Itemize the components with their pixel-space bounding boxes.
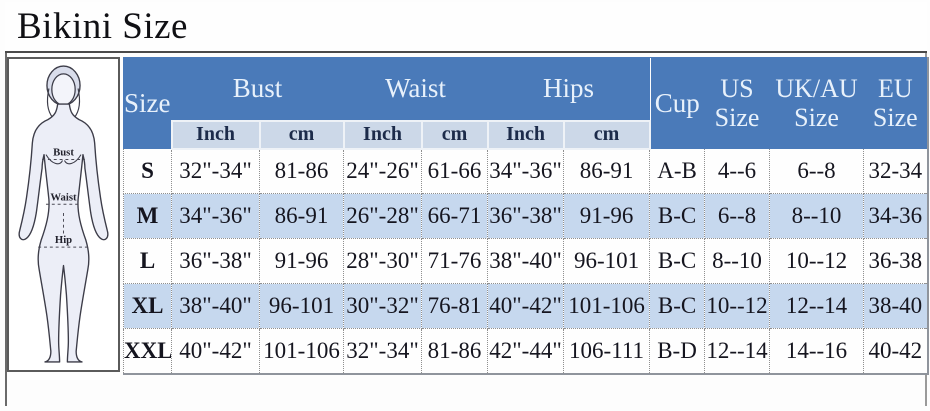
cell-eu-size: 32-34 [863, 148, 929, 194]
cell-us-size: 4--6 [704, 148, 771, 194]
table-unit-header-row: Inch cm Inch cm Inch cm [124, 119, 928, 150]
cell-bust-cm: 91-96 [259, 238, 344, 284]
page-title: Bikini Size [17, 6, 188, 47]
unit-header-hips-cm: cm [562, 119, 651, 150]
cell-us-size: 12--14 [704, 328, 771, 374]
cell-bust-inch: 38"-40" [171, 283, 260, 329]
table-row-l: L 36"-38" 91-96 28"-30" 71-76 38"-40" 96… [123, 238, 929, 284]
figure-hair-strand-left [46, 88, 54, 119]
cell-bust-cm: 101-106 [259, 328, 344, 374]
size-label: L [123, 238, 172, 284]
cell-cup: B-C [649, 193, 706, 239]
cell-cup: B-C [649, 283, 706, 329]
waist-label: Waist [50, 191, 77, 203]
cell-hips-cm: 96-101 [563, 238, 651, 284]
unit-header-bust-inch: Inch [170, 119, 261, 150]
cell-waist-cm: 66-71 [420, 193, 489, 239]
column-header-us-size: US Size [704, 57, 771, 149]
cell-hips-inch: 38"-40" [487, 238, 565, 284]
cell-us-size: 8--10 [704, 238, 771, 284]
cell-bust-cm: 81-86 [259, 148, 344, 194]
cell-hips-cm: 101-106 [563, 283, 651, 329]
cell-us-size: 10--12 [704, 283, 771, 329]
cell-waist-cm: 76-81 [420, 283, 489, 329]
cell-bust-cm: 96-101 [259, 283, 344, 329]
measurement-figure-box: Bust Waist Hip [7, 57, 120, 372]
figure-bust-curve-left [45, 154, 64, 165]
cell-hips-inch: 34"-36" [487, 148, 565, 194]
cell-waist-cm: 81-86 [420, 328, 489, 374]
cell-hips-cm: 86-91 [563, 148, 651, 194]
cell-eu-size: 34-36 [863, 193, 929, 239]
cell-cup: A-B [649, 148, 706, 194]
cell-bust-cm: 86-91 [259, 193, 344, 239]
cell-waist-inch: 26"-28" [343, 193, 422, 239]
column-header-waist: Waist [342, 57, 489, 121]
cell-waist-inch: 24"-26" [343, 148, 422, 194]
size-label: M [123, 193, 172, 239]
column-header-bust: Bust [171, 57, 344, 121]
cell-ukau-size: 12--14 [769, 283, 865, 329]
cell-bust-inch: 40"-42" [171, 328, 260, 374]
title-band: Bikini Size [5, 2, 927, 53]
cell-ukau-size: 10--12 [769, 238, 865, 284]
cell-waist-cm: 61-66 [420, 148, 489, 194]
figure-head [51, 73, 76, 106]
cell-waist-cm: 71-76 [420, 238, 489, 284]
size-label: XXL [123, 328, 172, 374]
cell-waist-inch: 28"-30" [343, 238, 422, 284]
unit-header-hips-inch: Inch [486, 119, 565, 150]
column-header-ukau-size: UK/AU Size [769, 57, 865, 149]
cell-cup: B-D [649, 328, 706, 374]
cell-eu-size: 40-42 [863, 328, 929, 374]
table-row-xl: XL 38"-40" 96-101 30"-32" 76-81 40"-42" … [123, 283, 929, 329]
cell-bust-inch: 34"-36" [171, 193, 260, 239]
column-header-hips: Hips [487, 57, 651, 121]
size-label: XL [123, 283, 172, 329]
hip-label: Hip [55, 234, 72, 246]
cell-hips-inch: 42"-44" [487, 328, 565, 374]
unit-header-waist-inch: Inch [342, 119, 423, 150]
table-row-xxl: XXL 40"-42" 101-106 32"-34" 81-86 42"-44… [123, 328, 929, 374]
cell-us-size: 6--8 [704, 193, 771, 239]
column-header-eu-size: EU Size [863, 57, 929, 149]
table-header-row: Size Bust Waist Hips Cup US Size UK/AU S… [123, 57, 929, 149]
table-row-s: S 32"-34" 81-86 24"-26" 61-66 34"-36" 86… [123, 148, 929, 194]
cell-ukau-size: 8--10 [769, 193, 865, 239]
cell-waist-inch: 32"-34" [343, 328, 422, 374]
cell-cup: B-C [649, 238, 706, 284]
size-chart-table: Size Bust Waist Hips Cup US Size UK/AU S… [123, 57, 929, 375]
cell-ukau-size: 14--16 [769, 328, 865, 374]
cell-ukau-size: 6--8 [769, 148, 865, 194]
cell-hips-cm: 91-96 [563, 193, 651, 239]
unit-header-bust-cm: cm [258, 119, 345, 150]
cell-eu-size: 36-38 [863, 238, 929, 284]
woman-figure-illustration: Bust Waist Hip [18, 65, 109, 363]
column-header-cup: Cup [649, 57, 706, 149]
bust-label: Bust [53, 147, 74, 159]
cell-bust-inch: 32"-34" [171, 148, 260, 194]
column-header-size: Size [123, 57, 172, 149]
content-area: Bust Waist Hip Size Bust Waist Hips Cup [7, 57, 929, 375]
figure-hair-strand-right [73, 88, 81, 119]
cell-bust-inch: 36"-38" [171, 238, 260, 284]
figure-bust-curve-right [63, 154, 82, 165]
cell-eu-size: 38-40 [863, 283, 929, 329]
unit-header-waist-cm: cm [420, 119, 489, 150]
cell-hips-cm: 106-111 [563, 328, 651, 374]
size-label: S [123, 148, 172, 194]
cell-hips-inch: 40"-42" [487, 283, 565, 329]
cell-hips-inch: 36"-38" [487, 193, 565, 239]
cell-waist-inch: 30"-32" [343, 283, 422, 329]
table-row-m: M 34"-36" 86-91 26"-28" 66-71 36"-38" 91… [123, 193, 929, 239]
